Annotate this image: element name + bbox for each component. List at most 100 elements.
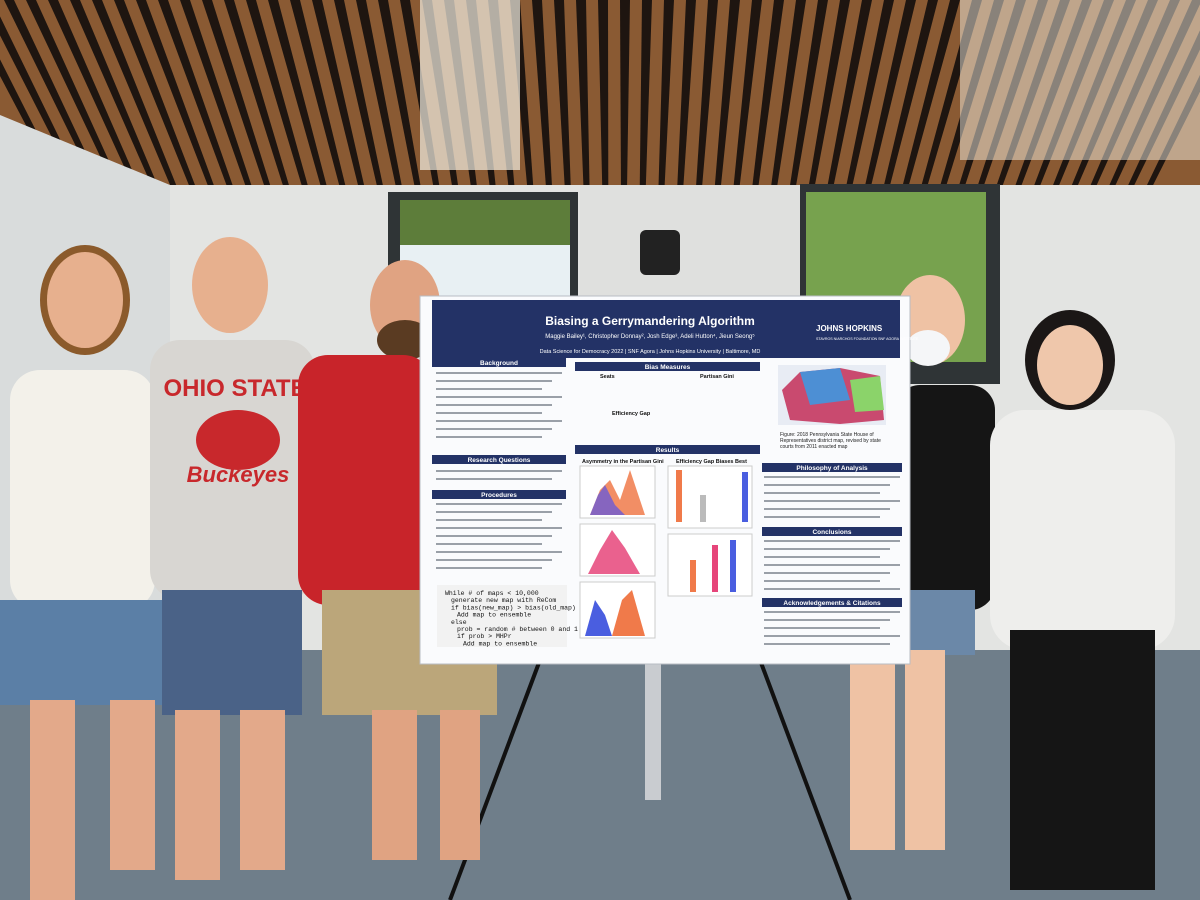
code-line: Add map to ensemble (457, 612, 531, 619)
slat (356, 0, 403, 190)
slat (808, 0, 850, 190)
slat (268, 0, 328, 190)
person (990, 310, 1175, 890)
slat (334, 0, 384, 190)
text-line (764, 643, 890, 645)
slat (620, 0, 630, 190)
map (800, 368, 850, 405)
text-line (436, 503, 562, 505)
section-title: Conclusions (812, 529, 851, 536)
slat (26, 0, 123, 190)
text-line (436, 436, 542, 438)
camera (640, 230, 680, 275)
text-line (436, 404, 552, 406)
shirt-text: OHIO STATE (163, 375, 306, 402)
subhead: Seats (600, 374, 615, 380)
slat (770, 0, 806, 190)
section-bar (762, 527, 902, 536)
text-line (764, 564, 900, 566)
person (850, 275, 995, 850)
text-line (436, 470, 562, 472)
section-title: Acknowledgements & Citations (783, 600, 881, 607)
slat (845, 0, 894, 190)
subhead: Partisan Gini (700, 374, 734, 380)
slat (290, 0, 347, 190)
slat (70, 0, 160, 190)
slat (733, 0, 762, 190)
text-line (764, 588, 900, 590)
slat (598, 0, 609, 190)
slat (158, 0, 235, 190)
text-line (436, 551, 562, 553)
pillar (580, 185, 800, 305)
text-line (436, 396, 562, 398)
shirt-text: Buckeyes (187, 462, 290, 487)
slat (639, 0, 652, 190)
code-line: if prob > MHPr (457, 633, 512, 640)
text-line (764, 540, 900, 542)
person (0, 245, 172, 900)
code-line: generate new map with ReCom (451, 597, 556, 604)
code-box (437, 585, 567, 647)
slat (136, 0, 216, 190)
easel-post (645, 650, 661, 800)
section-bar (432, 358, 566, 367)
light (420, 0, 520, 170)
poster-title: Biasing a Gerrymandering Algorithm (545, 314, 755, 328)
text-line (436, 380, 552, 382)
histograms (579, 465, 753, 639)
code-line: Add map to ensemble (463, 640, 537, 647)
text-line (764, 548, 890, 550)
text-line (436, 388, 542, 390)
slat (202, 0, 272, 190)
poster-banner (432, 300, 900, 358)
slat (864, 0, 916, 190)
text-line (764, 611, 900, 613)
section-title: Results (656, 447, 680, 454)
section-title: Philosophy of Analysis (796, 465, 868, 472)
text-line (764, 476, 900, 478)
slat (312, 0, 366, 190)
text-line (436, 420, 562, 422)
slat (882, 0, 938, 190)
slat (901, 0, 960, 190)
text-line (764, 627, 880, 629)
slat (224, 0, 291, 190)
slat (789, 0, 828, 190)
text-line (764, 635, 900, 637)
map (850, 376, 884, 412)
slat (114, 0, 197, 190)
poster-authors: Maggie Bailey¹, Christopher Donnay², Jos… (545, 333, 755, 340)
text-line (436, 535, 552, 537)
slat (677, 0, 696, 190)
section-title: Bias Measures (645, 364, 691, 371)
section-bar (762, 598, 902, 607)
slat (695, 0, 718, 190)
slat (658, 0, 674, 190)
section-title: Background (480, 360, 518, 367)
text-line (764, 556, 880, 558)
text-line (764, 508, 890, 510)
light (960, 0, 1200, 160)
text-line (436, 527, 562, 529)
section-bar (575, 445, 760, 454)
section-title: Research Questions (468, 457, 531, 464)
poster-event: Data Science for Democracy 2022 | SNF Ag… (540, 349, 761, 355)
slat (180, 0, 253, 190)
slat (246, 0, 310, 190)
code-line: else (451, 619, 467, 626)
trees (400, 200, 570, 245)
figure-caption: Figure: 2018 Pennsylvania State House of… (780, 432, 881, 450)
easel-leg (758, 659, 852, 900)
slat (378, 0, 422, 190)
slat (48, 0, 141, 190)
text-line (764, 484, 890, 486)
text-line (436, 543, 542, 545)
code-line: if bias(new_map) > bias(old_map) (451, 604, 576, 611)
text-line (764, 492, 880, 494)
slat (4, 0, 104, 190)
section-bar (575, 362, 760, 371)
subhead: Asymmetry in the Partisan Gini (582, 459, 664, 465)
